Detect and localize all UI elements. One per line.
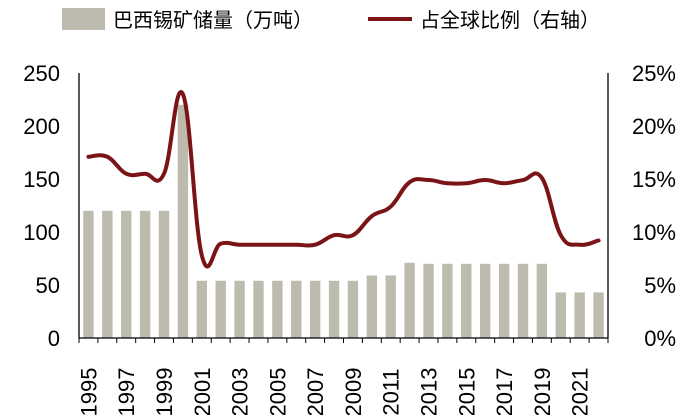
bar-1998 bbox=[139, 210, 151, 338]
legend-label-reserves: 巴西锡矿储量（万吨） bbox=[113, 8, 313, 32]
x-axis-ticks: 1995 1997 1999 2001 2003 2005 2007 2009 2011 2013… bbox=[76, 368, 592, 415]
bar-2012 bbox=[404, 262, 415, 338]
bar-1996 bbox=[102, 210, 113, 338]
bar-2004 bbox=[253, 280, 264, 338]
bar-2014 bbox=[442, 263, 453, 338]
bar-2018 bbox=[517, 263, 529, 338]
right-axis-ticks: 0% 5% 10% 15% 20% 25% bbox=[632, 61, 676, 351]
bar-2017 bbox=[498, 263, 510, 338]
right-tick-label: 0% bbox=[644, 326, 676, 351]
bar-2006 bbox=[291, 280, 302, 338]
share-line-layer bbox=[86, 90, 601, 269]
bar-2015 bbox=[461, 263, 472, 338]
x-tick-label: 2003 bbox=[228, 368, 253, 415]
bar-2021 bbox=[574, 292, 585, 338]
bars bbox=[83, 104, 604, 338]
bar-1995 bbox=[83, 210, 94, 338]
bar-2010 bbox=[366, 275, 378, 338]
bar-2011 bbox=[385, 275, 396, 338]
legend: 巴西锡矿储量（万吨） 占全球比例（右轴） bbox=[62, 8, 600, 32]
left-tick-label: 150 bbox=[23, 167, 60, 192]
right-tick-label: 25% bbox=[632, 61, 676, 86]
right-tick-label: 15% bbox=[632, 167, 676, 192]
share-line bbox=[86, 90, 601, 269]
left-tick-label: 250 bbox=[23, 61, 60, 86]
legend-label-share: 占全球比例（右轴） bbox=[420, 8, 600, 32]
right-tick-label: 5% bbox=[644, 273, 676, 298]
bar-2002 bbox=[215, 280, 226, 338]
bar-2013 bbox=[423, 263, 434, 338]
bar-1997 bbox=[121, 210, 132, 338]
axes bbox=[78, 73, 609, 343]
bar-2000 bbox=[177, 104, 189, 338]
legend-swatch-reserves bbox=[62, 8, 105, 30]
bar-2019 bbox=[536, 263, 548, 338]
left-axis-ticks: 0 50 100 150 200 250 bbox=[23, 61, 60, 351]
x-tick-label: 1999 bbox=[152, 368, 177, 415]
x-tick-label: 2001 bbox=[190, 368, 215, 415]
x-tick-label: 2017 bbox=[492, 368, 517, 415]
bar-2009 bbox=[347, 280, 359, 338]
x-tick-label: 2019 bbox=[530, 368, 555, 415]
x-tick-label: 1995 bbox=[76, 368, 101, 415]
x-tick-label: 2009 bbox=[341, 368, 366, 415]
x-tick-label: 2015 bbox=[454, 368, 479, 415]
bar-2022 bbox=[593, 292, 604, 338]
left-tick-label: 200 bbox=[23, 114, 60, 139]
left-tick-label: 0 bbox=[48, 326, 60, 351]
x-tick-label: 2007 bbox=[303, 368, 328, 415]
bar-2020 bbox=[555, 292, 566, 338]
bar-2003 bbox=[234, 280, 245, 338]
bar-2001 bbox=[196, 280, 207, 338]
left-tick-label: 100 bbox=[23, 220, 60, 245]
left-tick-label: 50 bbox=[36, 273, 60, 298]
right-tick-label: 10% bbox=[632, 220, 676, 245]
x-tick-label: 2005 bbox=[265, 368, 290, 415]
bar-2008 bbox=[328, 280, 340, 338]
x-tick-label: 1997 bbox=[114, 368, 139, 415]
x-tick-label: 2013 bbox=[417, 368, 442, 415]
bar-2016 bbox=[480, 263, 491, 338]
x-tick-label: 2021 bbox=[568, 368, 593, 415]
x-tick-label: 2011 bbox=[379, 368, 404, 415]
bar-2005 bbox=[272, 280, 283, 338]
right-tick-label: 20% bbox=[632, 114, 676, 139]
bar-1999 bbox=[158, 210, 170, 338]
bar-2007 bbox=[309, 280, 321, 338]
